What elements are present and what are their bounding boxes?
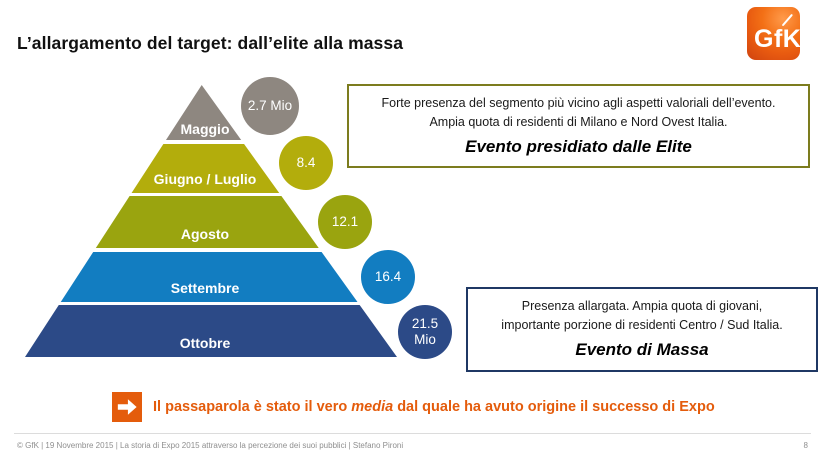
footer-text: © GfK | 19 Novembre 2015 | La storia di … <box>17 441 404 450</box>
pyramid-level-label: Maggio <box>180 121 230 137</box>
key-message-suffix: dal quale ha avuto origine il successo d… <box>393 399 715 415</box>
massa-box-headline: Evento di Massa <box>575 339 709 359</box>
pyramid-level-maggio: Maggio <box>25 85 397 140</box>
value-label: 21.5 Mio <box>411 316 439 347</box>
massa-box-line2: importante porzione di residenti Centro … <box>501 317 783 332</box>
page-title: L’allargamento del target: dall’elite al… <box>17 33 404 53</box>
value-bubble-giugno-luglio: 8.4 <box>279 136 333 190</box>
massa-annotation-box: Presenza allargata. Ampia quota di giova… <box>466 287 818 372</box>
value-bubble-agosto: 12.1 <box>318 195 372 249</box>
elite-box-line1: Forte presenza del segmento più vicino a… <box>381 96 776 110</box>
gfk-logo: GfK <box>747 7 802 60</box>
key-message-emphasis: media <box>351 399 394 415</box>
pyramid-level-giugno-luglio: Giugno / Luglio <box>25 144 397 193</box>
value-label: 16.4 <box>374 269 402 285</box>
key-message: Il passaparola è stato il vero media dal… <box>112 392 715 422</box>
pyramid-level-label: Giugno / Luglio <box>153 171 257 187</box>
elite-box-line2: Ampia quota di residenti di Milano e Nor… <box>429 114 728 129</box>
value-label: 8.4 <box>296 155 316 171</box>
pyramid-level-label: Ottobre <box>179 335 231 351</box>
page-number: 8 <box>803 441 808 450</box>
value-bubble-settembre: 16.4 <box>361 250 415 304</box>
pyramid-level-settembre: Settembre <box>25 252 397 302</box>
value-bubble-maggio: 2.7 Mio <box>241 77 299 135</box>
value-label: 2.7 Mio <box>247 98 293 114</box>
value-bubble-ottobre: 21.5 Mio <box>398 305 452 359</box>
right-arrow-icon <box>112 392 142 422</box>
value-label: 12.1 <box>331 214 359 230</box>
pyramid-level-label: Settembre <box>170 280 240 296</box>
footer-divider <box>14 433 811 434</box>
key-message-prefix: Il passaparola è stato il vero <box>153 399 352 415</box>
pyramid-level-label: Agosto <box>180 226 230 242</box>
pyramid-chart: Maggio Giugno / Luglio Agosto Settembre … <box>25 77 465 365</box>
elite-box-headline: Evento presidiato dalle Elite <box>465 136 692 156</box>
pyramid-level-ottobre: Ottobre <box>25 305 397 357</box>
massa-box-line1: Presenza allargata. Ampia quota di giova… <box>521 299 763 313</box>
gfk-logo-text: GfK <box>754 25 802 53</box>
elite-annotation-box: Forte presenza del segmento più vicino a… <box>347 84 810 168</box>
key-message-text: Il passaparola è stato il vero media dal… <box>153 399 715 415</box>
